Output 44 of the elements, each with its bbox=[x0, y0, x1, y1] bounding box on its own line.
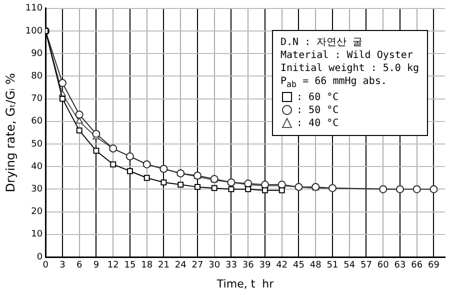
y-tick-label: 40 bbox=[31, 162, 43, 172]
x-tick-label: 33 bbox=[226, 260, 237, 271]
x-tick-label: 42 bbox=[276, 260, 288, 271]
y-tick-label: 110 bbox=[25, 4, 43, 14]
x-tick-label: 39 bbox=[259, 260, 271, 271]
y-tick-label: 70 bbox=[31, 94, 43, 104]
x-axis-title: Time, t hr bbox=[216, 277, 274, 290]
x-tick-label: 30 bbox=[208, 260, 220, 271]
y-tick-label: 30 bbox=[31, 184, 43, 195]
y-tick-label: 20 bbox=[31, 207, 43, 218]
y-tick-label: 80 bbox=[31, 72, 43, 82]
x-tick-label: 9 bbox=[93, 260, 100, 271]
x-tick-label: 69 bbox=[428, 260, 440, 271]
x-tick-label: 6 bbox=[76, 260, 82, 271]
y-tick-label: 0 bbox=[36, 252, 43, 262]
x-tick-label: 57 bbox=[360, 260, 372, 271]
x-tick-label: 12 bbox=[107, 260, 119, 271]
x-tick-label: 27 bbox=[192, 260, 204, 271]
y-tick-label: 10 bbox=[31, 230, 43, 240]
y-tick-label: 90 bbox=[31, 48, 43, 59]
x-tick-label: 51 bbox=[326, 260, 338, 271]
x-tick-label: 66 bbox=[411, 260, 423, 271]
x-tick-label: 48 bbox=[310, 260, 322, 271]
x-tick-label: 60 bbox=[377, 260, 390, 271]
x-tick-label: 63 bbox=[394, 260, 406, 271]
x-tick-label: 24 bbox=[174, 260, 187, 271]
x-tick-label: 3 bbox=[60, 260, 66, 271]
annotation: D.N : 자연산 굴 bbox=[280, 36, 364, 49]
y-tick-label: 50 bbox=[31, 139, 43, 150]
y-axis-title: Drying rate, Gₜ/Gᵢ % bbox=[3, 73, 18, 192]
annotation: Material : Wild Oyster bbox=[280, 49, 414, 62]
x-tick-label: 54 bbox=[344, 260, 356, 271]
y-tick-label: 60 bbox=[31, 116, 43, 127]
x-tick-label: 21 bbox=[158, 260, 170, 271]
x-tick-label: 15 bbox=[124, 260, 136, 271]
x-tick-label: 18 bbox=[141, 260, 153, 271]
legend-label: : 60 °C bbox=[296, 92, 339, 103]
y-tick-label: 100 bbox=[25, 26, 43, 36]
legend-label: : 50 °C bbox=[296, 105, 339, 116]
x-tick-label: 45 bbox=[293, 260, 304, 271]
legend-label: : 40 °C bbox=[296, 118, 339, 129]
annotation: Initial weight : 5.0 kg bbox=[280, 62, 419, 75]
annotation: P$_{ab}$ = 66 mmHg abs. bbox=[280, 75, 388, 91]
x-tick-label: 36 bbox=[242, 260, 254, 271]
